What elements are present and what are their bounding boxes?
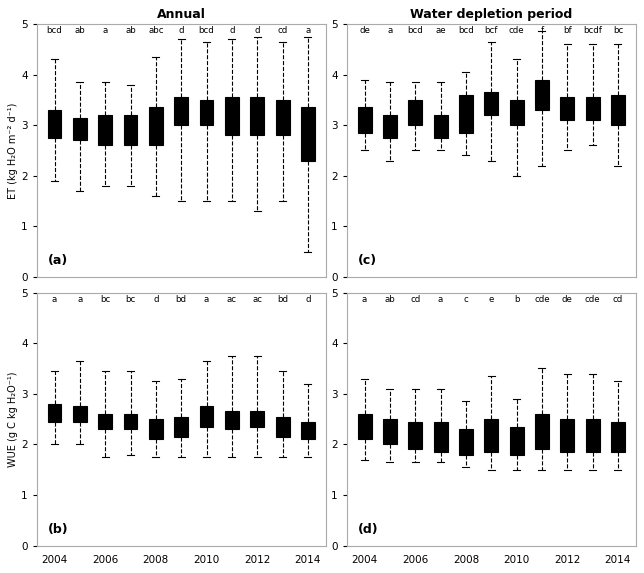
Text: f: f <box>540 26 544 35</box>
PathPatch shape <box>408 100 422 125</box>
PathPatch shape <box>301 107 315 160</box>
PathPatch shape <box>251 411 264 427</box>
Text: bcd: bcd <box>46 26 62 35</box>
PathPatch shape <box>276 417 290 437</box>
Text: a: a <box>305 26 310 35</box>
Text: d: d <box>254 26 260 35</box>
PathPatch shape <box>433 422 448 452</box>
Text: (d): (d) <box>358 523 379 536</box>
PathPatch shape <box>459 95 473 133</box>
PathPatch shape <box>585 97 600 120</box>
Text: (b): (b) <box>48 523 69 536</box>
PathPatch shape <box>124 115 137 146</box>
PathPatch shape <box>48 110 61 138</box>
Text: a: a <box>102 26 108 35</box>
Text: cd: cd <box>278 26 288 35</box>
Text: ab: ab <box>384 295 395 304</box>
Text: bcd: bcd <box>198 26 214 35</box>
Text: cde: cde <box>509 26 524 35</box>
Title: Water depletion period: Water depletion period <box>410 9 573 21</box>
PathPatch shape <box>225 97 239 135</box>
Text: cde: cde <box>585 295 600 304</box>
Text: a: a <box>387 26 393 35</box>
Text: d: d <box>305 295 310 304</box>
PathPatch shape <box>383 115 397 138</box>
Text: a: a <box>204 295 209 304</box>
Text: ab: ab <box>125 26 136 35</box>
Text: a: a <box>77 295 82 304</box>
Text: bd: bd <box>277 295 288 304</box>
Text: c: c <box>464 295 468 304</box>
PathPatch shape <box>560 419 574 452</box>
Text: (a): (a) <box>48 254 68 267</box>
Text: (c): (c) <box>358 254 377 267</box>
Text: bcd: bcd <box>458 26 474 35</box>
Text: bc: bc <box>100 295 110 304</box>
Text: d: d <box>229 26 234 35</box>
PathPatch shape <box>200 100 214 125</box>
Text: bd: bd <box>176 295 187 304</box>
Title: Annual: Annual <box>156 9 205 21</box>
PathPatch shape <box>200 406 214 427</box>
Text: d: d <box>178 26 184 35</box>
PathPatch shape <box>149 107 163 146</box>
Text: bcf: bcf <box>484 26 498 35</box>
PathPatch shape <box>535 80 549 110</box>
PathPatch shape <box>509 100 524 125</box>
PathPatch shape <box>98 115 112 146</box>
PathPatch shape <box>535 414 549 449</box>
PathPatch shape <box>585 419 600 452</box>
PathPatch shape <box>301 422 315 439</box>
Text: bc: bc <box>126 295 136 304</box>
PathPatch shape <box>175 97 188 125</box>
Text: ae: ae <box>435 26 446 35</box>
PathPatch shape <box>73 406 87 422</box>
PathPatch shape <box>225 411 239 429</box>
Text: bc: bc <box>613 26 623 35</box>
Text: ab: ab <box>75 26 85 35</box>
PathPatch shape <box>175 417 188 437</box>
PathPatch shape <box>357 107 372 133</box>
Text: bcd: bcd <box>408 26 423 35</box>
Text: b: b <box>514 295 519 304</box>
PathPatch shape <box>251 97 264 135</box>
Text: d: d <box>153 295 158 304</box>
PathPatch shape <box>509 427 524 454</box>
PathPatch shape <box>484 92 498 115</box>
Text: ac: ac <box>252 295 262 304</box>
Y-axis label: WUE (g C kg H₂O⁻¹): WUE (g C kg H₂O⁻¹) <box>8 371 18 467</box>
Text: a: a <box>438 295 443 304</box>
PathPatch shape <box>357 414 372 439</box>
Y-axis label: ET (kg H₂O m⁻² d⁻¹): ET (kg H₂O m⁻² d⁻¹) <box>8 102 18 199</box>
Text: a: a <box>52 295 57 304</box>
Text: de: de <box>562 295 573 304</box>
PathPatch shape <box>48 404 61 422</box>
Text: cde: cde <box>534 295 550 304</box>
Text: cd: cd <box>410 295 421 304</box>
Text: bf: bf <box>563 26 572 35</box>
PathPatch shape <box>611 95 625 125</box>
PathPatch shape <box>276 100 290 135</box>
PathPatch shape <box>124 414 137 429</box>
PathPatch shape <box>433 115 448 138</box>
Text: abc: abc <box>148 26 164 35</box>
PathPatch shape <box>73 117 87 140</box>
Text: ac: ac <box>227 295 237 304</box>
PathPatch shape <box>611 422 625 452</box>
Text: e: e <box>489 295 494 304</box>
Text: a: a <box>362 295 367 304</box>
Text: cd: cd <box>613 295 623 304</box>
PathPatch shape <box>560 97 574 120</box>
PathPatch shape <box>484 419 498 452</box>
PathPatch shape <box>149 419 163 439</box>
PathPatch shape <box>383 419 397 445</box>
Text: bcdf: bcdf <box>583 26 602 35</box>
Text: de: de <box>359 26 370 35</box>
PathPatch shape <box>98 414 112 429</box>
PathPatch shape <box>408 422 422 449</box>
PathPatch shape <box>459 429 473 454</box>
